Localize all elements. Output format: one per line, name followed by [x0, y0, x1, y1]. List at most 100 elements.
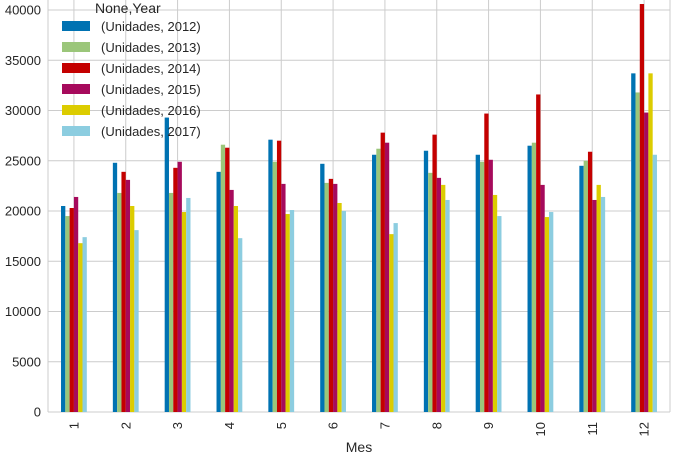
bar-unidades-2014-month-4 — [225, 147, 230, 412]
bar-unidades-2017-month-10 — [549, 212, 554, 412]
bar-unidades-2012-month-8 — [423, 150, 429, 413]
bar-unidades-2014-month-6 — [328, 178, 334, 412]
legend-entry-label: (Unidades, 2014) — [101, 61, 201, 76]
legend-entry-label: (Unidades, 2013) — [101, 40, 201, 55]
bar-unidades-2015-month-5 — [281, 183, 286, 412]
bar-unidades-2017-month-1 — [82, 237, 87, 412]
bar-unidades-2013-month-8 — [428, 172, 433, 412]
bar-unidades-2016-month-2 — [130, 206, 135, 412]
y-tick-label: 20000 — [5, 204, 41, 219]
x-tick-label: 9 — [481, 422, 496, 429]
x-axis-label: Mes — [346, 439, 372, 454]
bar-unidades-2012-month-3 — [164, 117, 169, 412]
bar-unidades-2014-month-7 — [380, 132, 385, 412]
bar-unidades-2017-month-8 — [445, 199, 450, 412]
bar-unidades-2014-month-3 — [173, 167, 178, 412]
y-tick-label: 15000 — [5, 254, 41, 269]
bar-unidades-2016-month-11 — [596, 184, 601, 412]
y-tick-label: 0 — [34, 405, 41, 420]
x-tick-label: 7 — [377, 422, 392, 429]
bar-unidades-2015-month-2 — [125, 179, 131, 412]
x-tick-label: 1 — [66, 422, 81, 429]
bar-unidades-2015-month-6 — [333, 183, 338, 412]
x-tick-label: 3 — [170, 422, 185, 429]
bar-unidades-2015-month-9 — [488, 159, 493, 412]
bar-unidades-2017-month-2 — [134, 230, 139, 412]
bar-unidades-2017-month-9 — [497, 216, 502, 412]
bar-unidades-2015-month-10 — [540, 184, 545, 412]
y-tick-label: 10000 — [5, 304, 41, 319]
bar-unidades-2016-month-4 — [233, 206, 239, 412]
bars-group — [61, 4, 657, 413]
bar-unidades-2013-month-5 — [272, 161, 277, 412]
y-tick-label: 5000 — [12, 354, 41, 369]
bar-unidades-2012-month-6 — [320, 163, 325, 412]
bar-unidades-2014-month-8 — [432, 134, 437, 412]
legend-swatch — [62, 42, 90, 52]
bar-unidades-2013-month-6 — [324, 182, 329, 412]
bar-unidades-2013-month-10 — [531, 142, 537, 412]
y-tick-label: 40000 — [5, 3, 41, 18]
x-tick-label: 5 — [274, 422, 289, 429]
y-tick-label: 30000 — [5, 103, 41, 118]
bar-unidades-2014-month-10 — [536, 94, 541, 413]
bar-unidades-2013-month-9 — [479, 161, 485, 412]
bar-unidades-2016-month-1 — [78, 243, 83, 412]
bar-unidades-2012-month-5 — [268, 139, 273, 413]
bar-unidades-2014-month-2 — [121, 171, 126, 412]
legend-entry-label: (Unidades, 2016) — [101, 103, 201, 118]
bar-unidades-2017-month-11 — [600, 196, 606, 412]
x-tick-label: 4 — [222, 422, 237, 429]
plot-area — [48, 0, 670, 412]
bar-unidades-2014-month-11 — [587, 151, 593, 413]
bar-unidades-2013-month-2 — [117, 192, 122, 412]
legend-swatch — [62, 63, 90, 73]
bar-unidades-2012-month-4 — [216, 171, 221, 412]
bar-unidades-2013-month-3 — [168, 192, 174, 412]
bar-unidades-2016-month-6 — [337, 202, 342, 412]
bar-unidades-2012-month-12 — [631, 73, 636, 413]
bar-unidades-2014-month-9 — [484, 113, 489, 413]
y-tick-label: 35000 — [5, 53, 41, 68]
bar-unidades-2017-month-7 — [393, 223, 398, 412]
bar-unidades-2016-month-12 — [648, 73, 653, 413]
bar-unidades-2017-month-12 — [652, 154, 657, 412]
bar-unidades-2013-month-12 — [635, 92, 640, 412]
legend-swatch — [62, 105, 90, 115]
bar-unidades-2015-month-11 — [592, 199, 597, 412]
x-tick-label: 10 — [533, 422, 548, 436]
bar-unidades-2016-month-8 — [441, 184, 446, 412]
legend-title: None,Year — [95, 0, 161, 16]
bar-unidades-2014-month-12 — [639, 4, 645, 413]
x-tick-labels: 1 2 3 4 5 6 7 8 9 10 11 12 — [66, 422, 651, 436]
x-tick-label: 6 — [326, 422, 341, 429]
x-tick-label: 2 — [118, 422, 133, 429]
bar-unidades-2012-month-2 — [112, 162, 118, 412]
bar-unidades-2016-month-3 — [181, 212, 187, 412]
legend-entry-label: (Unidades, 2017) — [101, 124, 201, 139]
bar-unidades-2013-month-11 — [583, 160, 588, 412]
bar-unidades-2012-month-9 — [475, 154, 480, 412]
bar-unidades-2017-month-6 — [341, 211, 346, 412]
bar-unidades-2016-month-7 — [389, 234, 394, 412]
legend-entry-label: (Unidades, 2015) — [101, 82, 201, 97]
bar-unidades-2012-month-11 — [579, 165, 584, 412]
legend-swatch — [62, 126, 90, 136]
bar-unidades-2012-month-7 — [372, 154, 377, 412]
bar-unidades-2015-month-4 — [229, 189, 234, 412]
bar-unidades-2016-month-5 — [285, 214, 290, 412]
bar-unidades-2016-month-9 — [492, 194, 498, 412]
bar-unidades-2017-month-4 — [238, 238, 243, 412]
bar-unidades-2013-month-4 — [220, 144, 226, 412]
x-tick-label: 11 — [585, 422, 600, 436]
y-tick-label: 25000 — [5, 153, 41, 168]
bar-unidades-2014-month-5 — [276, 140, 282, 412]
legend-swatch — [62, 21, 90, 31]
bar-unidades-2016-month-10 — [544, 217, 550, 412]
bar-unidades-2015-month-8 — [436, 177, 442, 412]
bar-unidades-2015-month-3 — [177, 161, 182, 412]
bar-unidades-2015-month-12 — [644, 112, 649, 413]
bar-unidades-2012-month-10 — [527, 145, 532, 412]
bar-unidades-2015-month-1 — [73, 196, 79, 412]
